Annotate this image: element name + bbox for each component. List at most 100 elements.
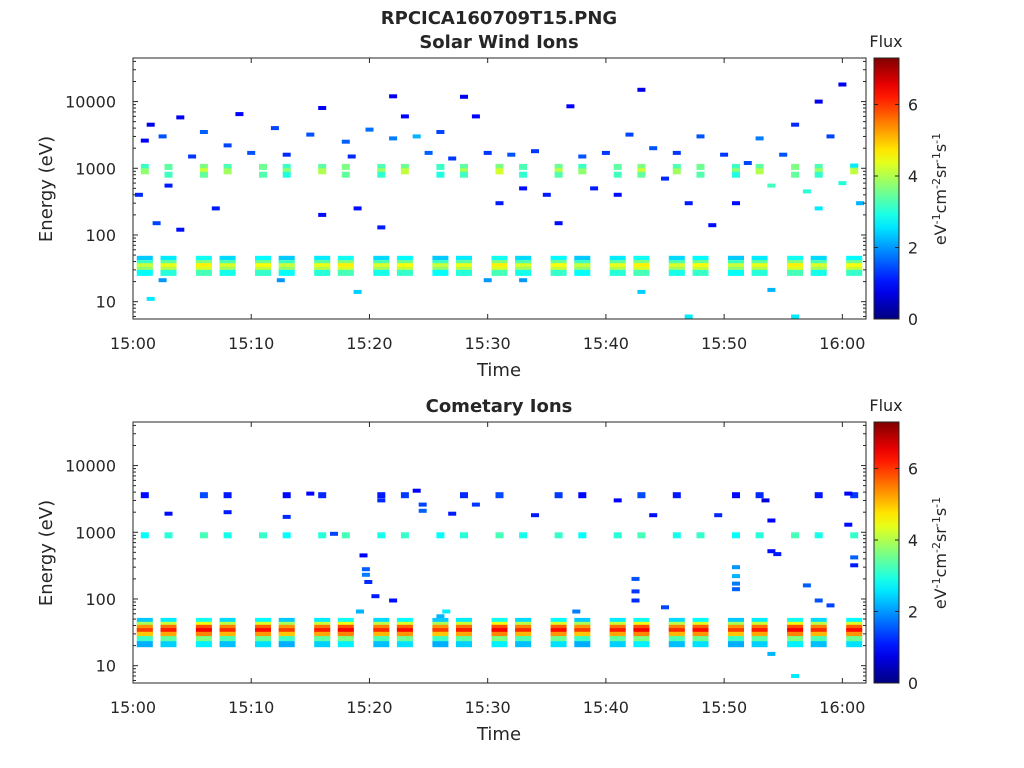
- flux-cell: [341, 532, 350, 539]
- flux-cell: [314, 260, 331, 266]
- flux-cell: [337, 260, 354, 266]
- flux-cell: [515, 631, 532, 638]
- flux-cell: [751, 641, 768, 648]
- flux-cell: [637, 289, 646, 294]
- flux-cell: [728, 631, 744, 638]
- flux-cell: [554, 221, 563, 226]
- flux-cell: [550, 624, 567, 631]
- flux-cell: [692, 641, 709, 648]
- flux-cell: [400, 163, 409, 170]
- flux-cell: [255, 636, 271, 643]
- flux-cell: [223, 163, 232, 170]
- flux-cell: [356, 609, 364, 614]
- flux-cell: [347, 154, 356, 159]
- flux-cell: [810, 260, 827, 266]
- spectrogram-cells: [136, 488, 863, 678]
- flux-cell: [751, 636, 768, 643]
- flux-cell: [353, 206, 362, 211]
- flux-cell: [574, 617, 591, 624]
- flux-cell: [314, 255, 331, 262]
- flux-cell: [761, 498, 770, 503]
- flux-cell: [732, 163, 740, 170]
- flux-cell: [672, 150, 681, 155]
- flux-cell: [164, 163, 173, 170]
- flux-cell: [359, 553, 368, 558]
- x-tick-label: 15:30: [465, 698, 511, 717]
- flux-cell: [219, 255, 236, 262]
- flux-cell: [160, 636, 177, 643]
- flux-cell: [696, 163, 705, 170]
- flux-cell: [140, 163, 149, 170]
- flux-cell: [814, 598, 823, 603]
- flux-cell: [633, 269, 650, 276]
- flux-cell: [668, 617, 685, 624]
- flux-cell: [278, 631, 295, 638]
- flux-cell: [550, 631, 567, 638]
- flux-cell: [850, 532, 859, 539]
- flux-cell: [728, 641, 744, 648]
- flux-cell: [136, 260, 153, 266]
- flux-cell: [631, 576, 640, 581]
- flux-cell: [247, 150, 256, 155]
- flux-cell: [219, 628, 236, 635]
- colorbar-tick-label: 6: [908, 95, 918, 114]
- flux-cell: [767, 518, 776, 523]
- flux-cell: [787, 260, 804, 266]
- flux-cell: [692, 628, 709, 635]
- flux-cell: [373, 260, 390, 266]
- flux-cell: [732, 581, 740, 586]
- flux-cell: [432, 617, 449, 624]
- flux-cell: [373, 617, 390, 624]
- flux-cell: [515, 636, 532, 643]
- flux-cell: [767, 549, 776, 554]
- flux-cell: [814, 168, 823, 175]
- flux-cell: [728, 255, 744, 262]
- flux-cell: [846, 269, 863, 276]
- flux-cell: [436, 532, 445, 539]
- flux-cell: [791, 171, 800, 178]
- flux-cell: [337, 636, 354, 643]
- flux-cell: [160, 641, 177, 648]
- flux-cell: [787, 617, 804, 624]
- flux-cell: [728, 617, 744, 624]
- flux-cell: [668, 628, 685, 635]
- flux-cell: [633, 260, 650, 266]
- flux-cell: [396, 631, 413, 638]
- x-tick-label: 15:10: [228, 698, 274, 717]
- flux-cell: [136, 636, 153, 643]
- flux-cell: [432, 255, 449, 262]
- flux-cell: [755, 492, 764, 499]
- flux-cell: [810, 641, 827, 648]
- flux-cell: [814, 163, 823, 170]
- flux-cell: [337, 641, 354, 648]
- flux-cell: [396, 628, 413, 635]
- flux-cell: [219, 631, 236, 638]
- flux-cell: [826, 134, 835, 139]
- flux-cell: [633, 263, 650, 270]
- flux-cell: [282, 152, 291, 157]
- flux-cell: [810, 263, 827, 270]
- flux-cell: [755, 136, 764, 141]
- flux-cell: [515, 641, 532, 648]
- flux-cell: [377, 168, 386, 175]
- flux-cell: [491, 636, 508, 643]
- flux-cell: [708, 223, 717, 228]
- flux-cell: [787, 255, 804, 262]
- flux-cell: [448, 156, 457, 161]
- flux-cell: [672, 532, 681, 539]
- flux-cell: [377, 163, 386, 170]
- flux-cell: [456, 628, 472, 635]
- flux-cell: [255, 617, 271, 624]
- flux-cell: [195, 641, 212, 648]
- flux-cell: [728, 263, 744, 270]
- flux-cell: [456, 269, 472, 276]
- flux-cell: [278, 260, 295, 266]
- flux-cell: [160, 269, 177, 276]
- flux-cell: [199, 532, 208, 539]
- flux-cell: [668, 641, 685, 648]
- flux-cell: [278, 255, 295, 262]
- flux-cell: [751, 260, 768, 266]
- flux-cell: [460, 492, 468, 499]
- flux-cell: [136, 641, 153, 648]
- flux-cell: [779, 152, 788, 157]
